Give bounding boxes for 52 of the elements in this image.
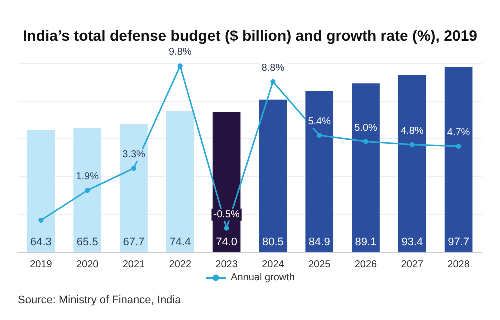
bar xyxy=(444,67,473,252)
x-tick-label: 2023 xyxy=(216,260,238,270)
data-label: 3.3% xyxy=(122,150,146,161)
x-tick-label: 2019 xyxy=(30,260,53,270)
data-label: 74.4 xyxy=(170,236,192,248)
chart-title: India’s total defense budget ($ billion) and growth rate (%), 2019 xyxy=(23,28,478,45)
x-tick-label: 2027 xyxy=(401,260,424,270)
x-tick-label: 2024 xyxy=(262,260,285,270)
x-tick-label: 2025 xyxy=(308,260,332,270)
data-label: 9.8% xyxy=(169,47,192,58)
data-label: 84.9 xyxy=(308,236,330,248)
x-tick-label: 2022 xyxy=(169,260,192,270)
data-label: 65.5 xyxy=(76,236,98,248)
data-label: 1.9% xyxy=(76,172,100,183)
bar xyxy=(212,112,241,252)
data-label: 5.4% xyxy=(308,116,332,128)
source-note: Source: Ministry of Finance, India xyxy=(18,294,182,306)
bar xyxy=(259,100,288,252)
data-label: 74.0 xyxy=(216,236,238,248)
point xyxy=(178,64,183,69)
data-label: 97.7 xyxy=(448,236,470,248)
data-label: 8.8% xyxy=(262,62,285,74)
bar xyxy=(306,92,334,252)
data-label: 67.7 xyxy=(123,236,145,248)
point xyxy=(85,188,90,194)
x-tick-label: 2026 xyxy=(354,260,378,270)
data-label: 5.0% xyxy=(354,122,378,134)
point xyxy=(224,226,230,231)
data-label: -0.5% xyxy=(214,209,240,220)
bar xyxy=(120,124,148,252)
data-label: 4.8% xyxy=(401,126,424,137)
data-label: 64.3 xyxy=(30,236,52,248)
point xyxy=(410,142,415,148)
data-label: 93.4 xyxy=(402,236,424,248)
point xyxy=(270,79,276,84)
x-tick-label: 2028 xyxy=(448,260,470,270)
data-label: 89.1 xyxy=(355,236,377,248)
point xyxy=(317,132,322,138)
point xyxy=(364,139,368,144)
point xyxy=(456,144,462,149)
legend-label: Annual growth xyxy=(231,272,295,284)
bar xyxy=(74,128,102,252)
bar xyxy=(352,84,380,252)
point xyxy=(38,218,44,223)
bar xyxy=(27,130,56,252)
bar xyxy=(166,111,194,252)
data-label: 4.7% xyxy=(447,127,470,138)
point xyxy=(132,166,136,172)
bar xyxy=(398,75,426,252)
x-tick-label: 2021 xyxy=(122,260,146,270)
data-label: 80.5 xyxy=(262,236,284,248)
x-tick-label: 2020 xyxy=(76,260,100,270)
